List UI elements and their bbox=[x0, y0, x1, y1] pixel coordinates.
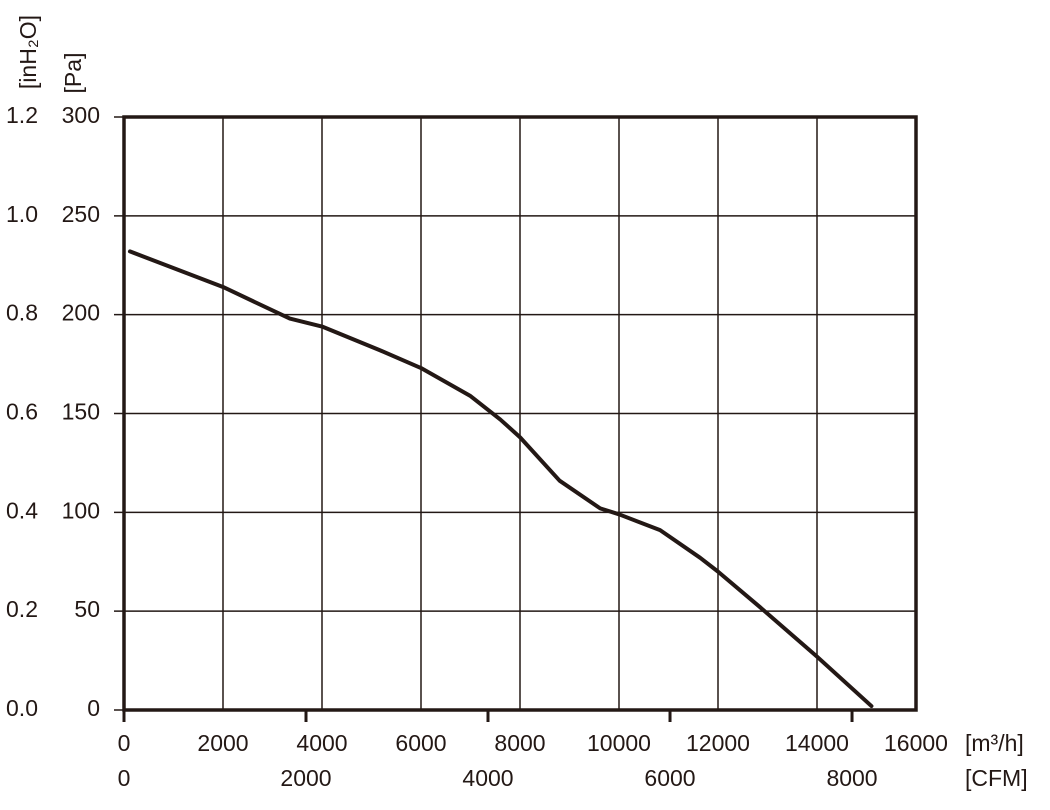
x-tick-label: 2000 bbox=[197, 730, 248, 756]
curve bbox=[127, 249, 874, 709]
x-tick-label: 6000 bbox=[395, 730, 446, 756]
y2-tick-label: 0.4 bbox=[6, 497, 38, 523]
x2-tick-label: 2000 bbox=[280, 765, 331, 791]
x-unit: [m³/h] bbox=[965, 730, 1024, 756]
x-tick-label: 4000 bbox=[296, 730, 347, 756]
x-tick-label: 0 bbox=[118, 730, 131, 756]
y-tick-label: 100 bbox=[62, 497, 100, 523]
y2-tick-label: 0.0 bbox=[6, 695, 38, 721]
y-tick-label: 150 bbox=[62, 399, 100, 425]
plot-frame bbox=[122, 115, 918, 712]
x2-unit: [CFM] bbox=[965, 765, 1028, 791]
y-tick-label: 200 bbox=[62, 300, 100, 326]
x-tick-label: 16000 bbox=[884, 730, 948, 756]
y2-tick-label: 1.0 bbox=[6, 201, 38, 227]
x-tick-label: 14000 bbox=[785, 730, 849, 756]
axis-units: [inH₂O] [Pa] [m³/h] [CFM] bbox=[15, 15, 1028, 791]
x-tick-label: 10000 bbox=[587, 730, 651, 756]
y-tick-label: 50 bbox=[74, 596, 100, 622]
x2-tick-label: 0 bbox=[118, 765, 131, 791]
y2-tick-label: 0.2 bbox=[6, 596, 38, 622]
y2-tick-label: 0.8 bbox=[6, 300, 38, 326]
x-tick-label: 12000 bbox=[686, 730, 750, 756]
x-tick-label: 8000 bbox=[494, 730, 545, 756]
x2-tick-label: 8000 bbox=[826, 765, 877, 791]
y2-tick-label: 1.2 bbox=[6, 102, 38, 128]
x2-tick-label: 4000 bbox=[462, 765, 513, 791]
y-tick-label: 300 bbox=[62, 102, 100, 128]
y2-tick-label: 0.6 bbox=[6, 399, 38, 425]
y2-unit: [inH₂O] bbox=[15, 15, 41, 89]
y-unit: [Pa] bbox=[60, 53, 86, 94]
y-tick-label: 250 bbox=[62, 201, 100, 227]
y-tick-label: 0 bbox=[87, 695, 100, 721]
x2-tick-label: 6000 bbox=[644, 765, 695, 791]
